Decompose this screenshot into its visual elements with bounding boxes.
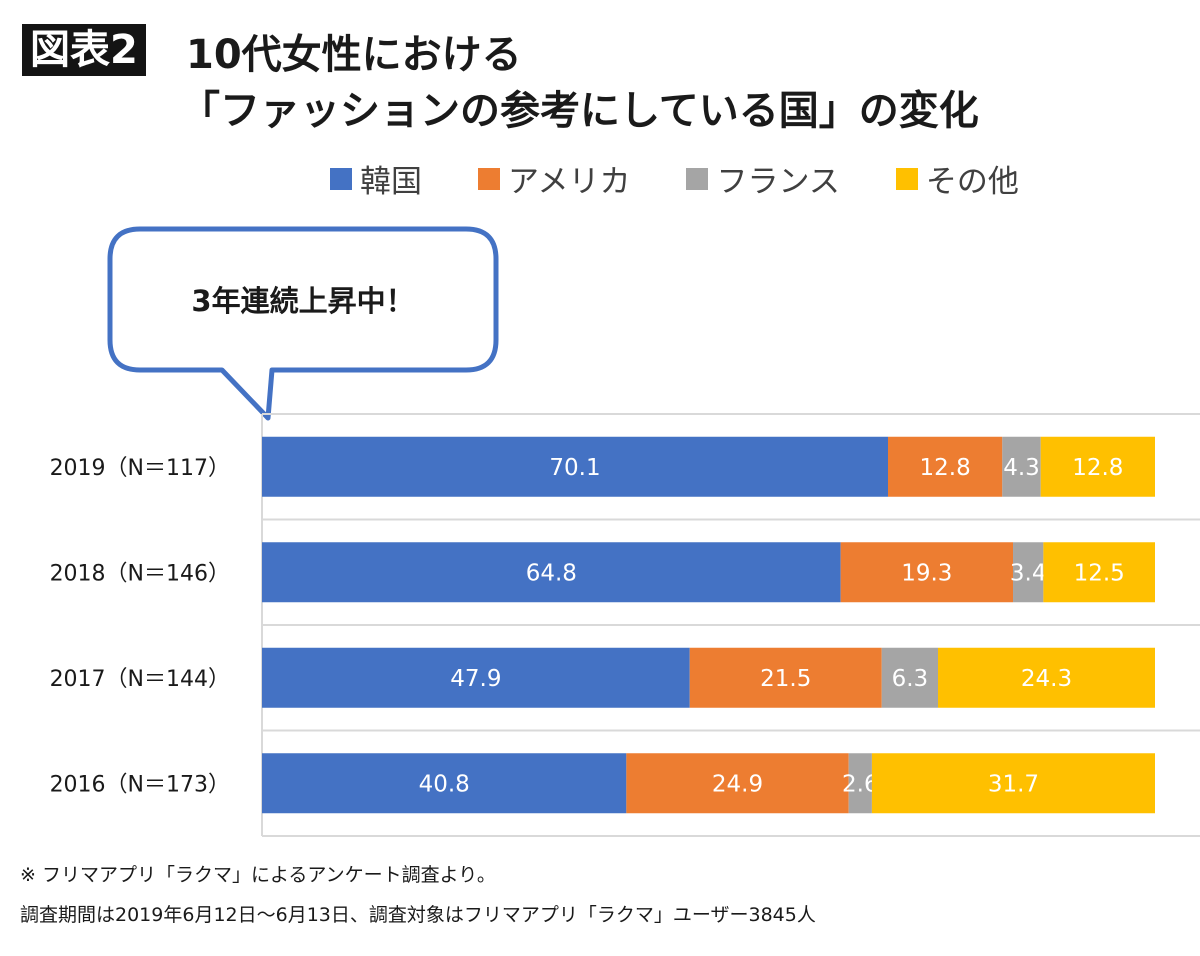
figure-label: 図表2 <box>22 24 146 76</box>
data-label: 12.8 <box>1072 455 1123 481</box>
bar-segment <box>871 753 1155 814</box>
bar-segment <box>848 753 872 814</box>
legend-label-korea: 韓国 <box>360 164 422 200</box>
data-label: 24.3 <box>1021 666 1072 692</box>
data-label: 19.3 <box>901 560 952 586</box>
data-label: 4.3 <box>1003 455 1040 481</box>
legend-item-america: アメリカ <box>478 156 630 201</box>
data-label: 70.1 <box>549 455 600 481</box>
data-label: 24.9 <box>712 771 763 797</box>
bar-segment <box>689 647 882 708</box>
bar-segment <box>262 647 690 708</box>
chart-title-line-2: 「ファッションの参考にしている国」の変化 <box>180 88 979 134</box>
category-label: 2016（N＝173） <box>50 772 230 797</box>
legend: 韓国 アメリカ フランス その他 <box>330 156 1075 201</box>
bar-segment <box>262 436 888 497</box>
chart-title-line-1: 10代女性における <box>186 32 522 78</box>
legend-label-france: フランス <box>716 164 840 200</box>
footnote-1: ※ フリマアプリ「ラクマ」によるアンケート調査より。 <box>20 864 496 886</box>
legend-label-america: アメリカ <box>508 164 631 200</box>
category-label: 2017（N＝144） <box>50 667 230 692</box>
data-label: 47.9 <box>450 666 501 692</box>
legend-item-korea: 韓国 <box>330 156 422 201</box>
callout-bubble-shape <box>107 226 499 421</box>
bar-segment <box>1040 436 1155 497</box>
category-label: 2018（N＝146） <box>50 561 230 586</box>
data-label: 12.8 <box>920 455 971 481</box>
bar-segment <box>262 542 841 603</box>
bar-segment <box>262 753 627 814</box>
data-label: 64.8 <box>526 560 577 586</box>
footnote-2: 調査期間は2019年6月12日〜6月13日、調査対象はフリマアプリ「ラクマ」ユー… <box>20 904 816 926</box>
category-label: 2019（N＝117） <box>50 456 230 481</box>
bar-segment <box>938 647 1155 708</box>
bar-segment <box>1043 542 1155 603</box>
callout-text: 3年連続上昇中！ <box>191 284 415 318</box>
data-label: 31.7 <box>988 771 1039 797</box>
legend-label-other: その他 <box>925 164 1019 200</box>
bar-segment <box>881 647 939 708</box>
data-label: 40.8 <box>419 771 470 797</box>
legend-item-france: フランス <box>686 156 840 201</box>
legend-swatch-other <box>895 167 918 190</box>
bar-segment <box>1002 436 1041 497</box>
legend-swatch-korea <box>330 167 352 190</box>
data-label: 12.5 <box>1074 560 1125 586</box>
bar-segment <box>626 753 849 814</box>
bar-segment <box>887 436 1003 497</box>
data-label: 3.4 <box>1010 560 1047 586</box>
legend-swatch-america <box>478 167 500 190</box>
legend-swatch-france <box>686 167 709 190</box>
legend-item-other: その他 <box>895 156 1019 201</box>
data-label: 21.5 <box>760 666 811 692</box>
data-label: 6.3 <box>892 666 929 692</box>
bar-segment <box>1013 542 1044 603</box>
bar-segment <box>840 542 1014 603</box>
